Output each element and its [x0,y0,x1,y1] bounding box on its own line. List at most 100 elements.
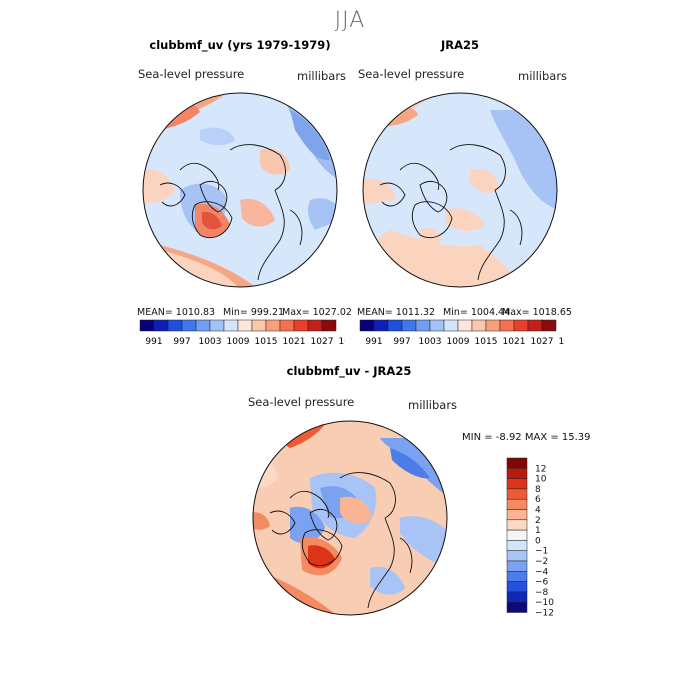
panel-2-colorbar-tick-label: 991 [365,337,382,347]
panel-3-colorbar-tick-label: 8 [535,485,541,495]
panel-3-colorbar-swatch-2 [506,478,528,490]
panel-3-colorbar-tick-label: −2 [535,557,548,567]
panel-2-colorbar-tick-label: 1033 [559,337,565,347]
panel-2-colorbar-swatch-3 [401,319,417,332]
panel-2-colorbar-swatch-1 [373,319,389,332]
panel-1-colorbar-tick-label: 1009 [227,337,250,347]
panel-3-colorbar-swatch-6 [506,519,528,531]
panel-3-colorbar-tick-label: 10 [535,475,547,485]
panel-1-title: clubbmf_uv (yrs 1979-1979) [149,38,331,52]
panel-1-colorbar-tick-label: 1003 [199,337,222,347]
panel-3-colorbar-swatch-14 [506,601,528,613]
panel-1-polar-map [142,92,338,288]
panel-2-colorbar: 991 997 1003 1009 1015 1021 1027 1033 [359,319,565,347]
panel-2-colorbar-swatch-4 [415,319,431,332]
panel-1-max: Max= 1027.02 [282,307,352,318]
panel-2-mean: MEAN= 1011.32 [357,307,436,318]
panel-1-map-border [142,92,338,288]
panel-3-colorbar-swatch-0 [506,457,528,469]
panel-2-colorbar-swatch-12 [527,319,543,332]
panel-2-colorbar-swatch-13 [541,319,557,332]
panel-3-colorbar-tick-label: −10 [535,598,554,608]
panel-3-minmax: MIN = -8.92 MAX = 15.39 [462,432,591,443]
panel-1-colorbar-tick-label: 1027 [311,337,334,347]
panel-3-title: clubbmf_uv - JRA25 [286,364,412,378]
panel-3-colorbar-swatch-8 [506,540,528,551]
panel-3-variable-label: Sea-level pressure [248,395,355,409]
panel-1-colorbar-swatch-7 [237,319,253,332]
panel-2-colorbar-swatch-8 [471,319,487,332]
panel-3-colorbar-tick-label: −12 [535,609,554,619]
panel-2-variable-label: Sea-level pressure [358,67,465,81]
panel-2-colorbar-swatch-7 [457,319,473,332]
panel-2-title: JRA25 [440,38,480,52]
panel-1-colorbar: 991 997 1003 1009 1015 1021 1027 1033 [139,319,345,347]
panel-3-colorbar-tick-label: 12 [535,464,546,474]
panel-1-colorbar-swatch-2 [167,319,183,332]
panel-2-colorbar-swatch-10 [499,319,515,332]
panel-3-colorbar-swatch-13 [506,591,528,603]
panel-3-colorbar-swatch-7 [506,529,528,541]
panel-1-colorbar-swatch-11 [293,319,309,332]
panel-1-colorbar-swatch-13 [321,319,337,332]
panel-2-colorbar-tick-label: 1015 [475,337,498,347]
panel-2-colorbar-swatch-2 [387,319,403,332]
panel-1-colorbar-swatch-3 [181,319,197,332]
panel-1-colorbar-tick-label: 1021 [283,337,306,347]
panel-2-colorbar-tick-label: 997 [393,337,410,347]
panel-3-colorbar-tick-label: 1 [535,526,541,536]
panel-2-max: Max= 1018.65 [502,307,572,318]
panel-1-colorbar-tick-label: 997 [173,337,190,347]
panel-1-units-label: millibars [297,69,347,83]
panel-2-colorbar-swatch-9 [485,319,501,332]
panel-1-colorbar-swatch-0 [139,319,155,332]
panel-2-coastlines [379,144,523,281]
panel-2-colorbar-tick-label: 1009 [447,337,470,347]
panel-3-colorbar-tick-label: −1 [535,547,548,557]
panel-3-colorbar-tick-label: −4 [535,567,549,577]
panel-3-colorbar-swatch-11 [506,571,528,582]
panel-2-units-label: millibars [518,69,568,83]
panel-3-colorbar-tick-label: −6 [535,578,549,588]
panel-3-polar-map [252,420,448,616]
panel-1-mean: MEAN= 1010.83 [137,307,216,318]
panel-1-colorbar-swatch-8 [251,319,267,332]
panel-1-min: Min= 999.21 [223,307,285,318]
panel-3-colorbar-tick-label: 6 [535,495,541,505]
panel-2-colorbar-swatch-0 [359,319,375,332]
panel-1-colorbar-swatch-6 [223,319,239,332]
panel-1-colorbar-tick-label: 1033 [339,337,345,347]
panel-3-colorbar-tick-label: 4 [535,506,541,516]
panel-1-colorbar-swatch-4 [195,319,211,332]
panel-1-variable-label: Sea-level pressure [138,67,245,81]
panel-1-colorbar-tick-label: 991 [145,337,162,347]
panel-2-colorbar-swatch-11 [513,319,529,332]
panel-3-colorbar-swatch-12 [506,581,528,593]
panel-3-map-border [252,420,448,616]
panel-1-colorbar-swatch-9 [265,319,281,332]
panel-2-colorbar-swatch-6 [443,319,459,332]
panel-3-colorbar-swatch-4 [506,498,528,510]
panel-3-units-label: millibars [408,398,458,412]
panel-1-colorbar-swatch-12 [307,319,323,332]
panel-3-contour-fill [253,421,447,615]
panel-2-contour-fill [363,93,557,287]
panel-2-map-border [362,92,558,288]
panel-1-colorbar-tick-label: 1015 [255,337,278,347]
panel-3-colorbar-tick-label: 2 [535,516,541,526]
panel-3-colorbar-swatch-3 [506,488,528,500]
season-title: JJA [334,8,366,33]
panel-2-colorbar-tick-label: 1003 [419,337,442,347]
panel-3-colorbar-tick-label: −8 [535,588,549,598]
panel-3-colorbar-swatch-1 [506,468,528,479]
panel-2-min: Min= 1004.44 [443,307,511,318]
panel-1-colorbar-swatch-10 [279,319,295,332]
panel-1-contour-fill [143,93,337,287]
panel-2-colorbar-tick-label: 1027 [531,337,554,347]
panel-2-polar-map [362,92,558,288]
panel-3-colorbar-swatch-10 [506,560,528,572]
panel-1-colorbar-swatch-1 [153,319,169,332]
panel-2-colorbar-tick-label: 1021 [503,337,526,347]
panel-3-colorbar-swatch-9 [506,550,528,562]
panel-2-colorbar-swatch-5 [429,319,445,332]
